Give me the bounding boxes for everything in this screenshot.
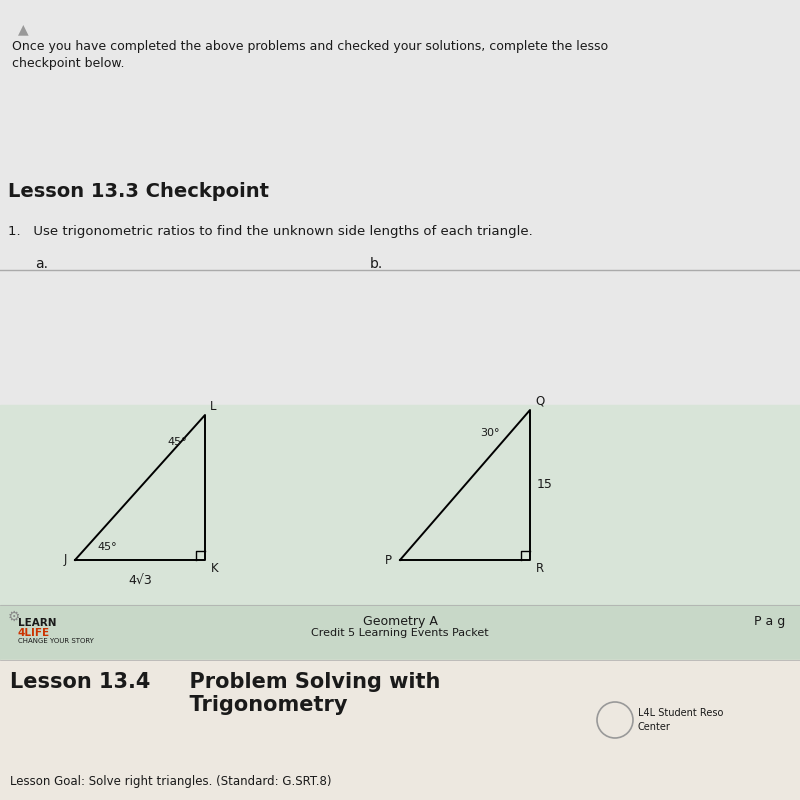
Bar: [0, 660, 800, 800]
Bar: [0, 0, 800, 405]
Text: P a g: P a g: [754, 615, 785, 629]
Text: 1.   Use trigonometric ratios to find the unknown side lengths of each triangle.: 1. Use trigonometric ratios to find the …: [8, 225, 533, 238]
Bar: [0, 405, 800, 605]
Text: Problem Solving with: Problem Solving with: [175, 672, 440, 692]
Text: L: L: [210, 400, 217, 413]
Text: Trigonometry: Trigonometry: [175, 695, 347, 715]
Text: 15: 15: [537, 478, 553, 491]
Text: Geometry A: Geometry A: [362, 615, 438, 628]
Text: J: J: [64, 554, 67, 566]
Text: R: R: [536, 562, 544, 575]
Text: L4L Student Reso: L4L Student Reso: [638, 708, 723, 718]
Text: P: P: [385, 554, 392, 566]
Text: 30°: 30°: [480, 428, 499, 438]
Text: Lesson Goal: Solve right triangles. (Standard: G.SRT.8): Lesson Goal: Solve right triangles. (Sta…: [10, 775, 331, 788]
Text: CHANGE YOUR STORY: CHANGE YOUR STORY: [18, 638, 94, 644]
Text: 4√3: 4√3: [128, 574, 152, 587]
Text: 45°: 45°: [97, 542, 117, 552]
Text: K: K: [211, 562, 218, 575]
Text: 4LIFE: 4LIFE: [18, 628, 50, 638]
Text: Once you have completed the above problems and checked your solutions, complete : Once you have completed the above proble…: [12, 40, 608, 53]
Text: Credit 5 Learning Events Packet: Credit 5 Learning Events Packet: [311, 628, 489, 638]
Text: Lesson 13.4: Lesson 13.4: [10, 672, 150, 692]
Text: ▲: ▲: [18, 22, 29, 36]
Text: LEARN: LEARN: [18, 618, 57, 628]
Text: ⚙: ⚙: [8, 610, 21, 624]
Text: Lesson 13.3 Checkpoint: Lesson 13.3 Checkpoint: [8, 182, 269, 201]
Bar: [0, 605, 800, 660]
Text: b.: b.: [370, 257, 383, 271]
Text: checkpoint below.: checkpoint below.: [12, 57, 125, 70]
Text: Center: Center: [638, 722, 671, 732]
Text: a.: a.: [35, 257, 48, 271]
Text: Q: Q: [535, 395, 544, 408]
Text: 45°: 45°: [167, 437, 186, 447]
